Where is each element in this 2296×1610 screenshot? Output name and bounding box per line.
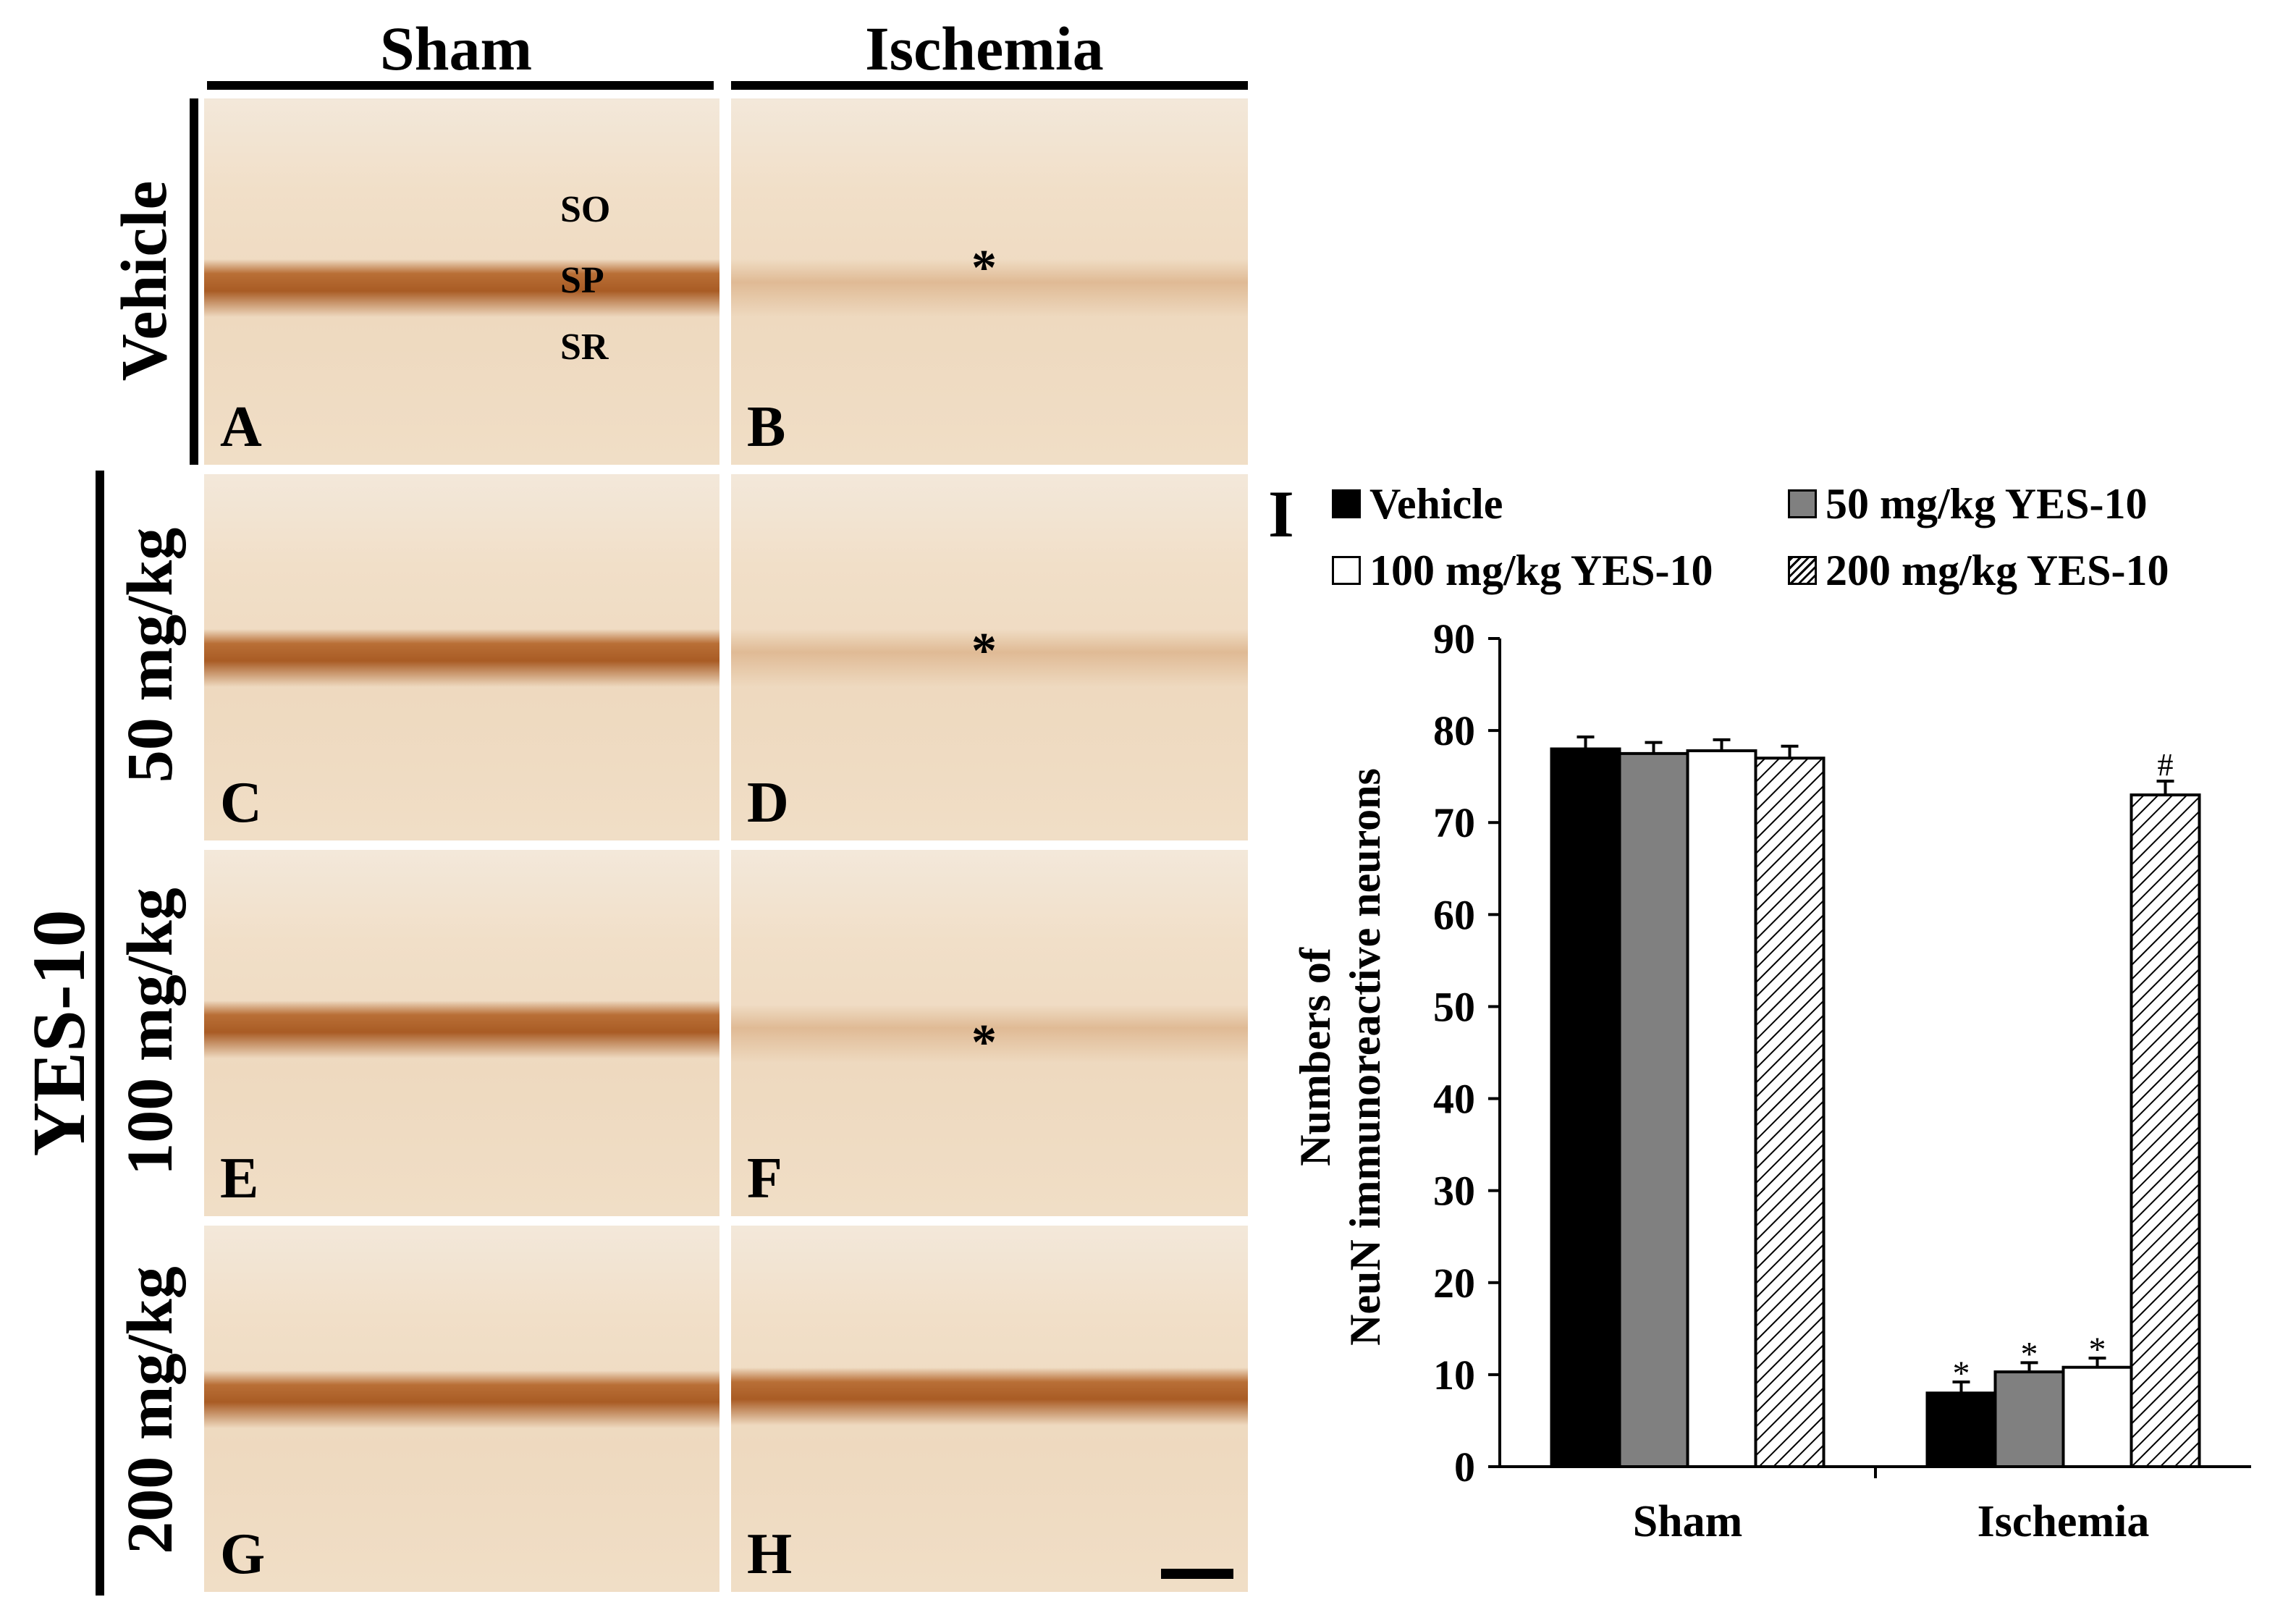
panel-letter-i: I [1268, 477, 1294, 551]
bar [2061, 1365, 2133, 1468]
legend-label-vehicle: Vehicle [1369, 480, 1503, 528]
micrograph-panel-e: E [204, 850, 719, 1216]
pyramidal-layer-band [731, 1367, 1248, 1425]
significance-mark: * [2089, 1331, 2106, 1369]
legend-swatch-100 [1332, 556, 1361, 585]
pyramidal-layer-band [204, 1370, 719, 1428]
x-category-label: Sham [1633, 1497, 1743, 1546]
asterisk-marker: * [971, 1015, 997, 1071]
panel-letter-h: H [747, 1522, 793, 1586]
y-tick-label: 50 [1433, 983, 1475, 1030]
legend-label-100: 100 mg/kg YES-10 [1369, 547, 1713, 594]
vehicle-row-line [190, 98, 198, 465]
significance-mark: * [1953, 1354, 1970, 1393]
y-tick-label: 40 [1433, 1076, 1475, 1123]
bar [1686, 749, 1757, 1468]
micrograph-panel-b: * B [731, 98, 1248, 465]
ischemia-header-line [731, 81, 1248, 90]
micrograph-panel-f: * F [731, 850, 1248, 1216]
micrograph-panel-c: C [204, 474, 719, 840]
pyramidal-layer-band [731, 1005, 1248, 1063]
significance-mark: # [2158, 747, 2174, 783]
bar [1993, 1370, 2065, 1468]
panel-letter-c: C [220, 771, 262, 835]
y-tick-label: 90 [1433, 615, 1475, 662]
significance-mark: * [2021, 1335, 2038, 1373]
pyramidal-layer-band [731, 259, 1248, 317]
column-header-sham: Sham [379, 14, 533, 83]
layer-label-so: SO [560, 189, 611, 230]
y-tick-label: 60 [1433, 891, 1475, 938]
x-category-label: Ischemia [1978, 1497, 2150, 1546]
panel-letter-g: G [220, 1522, 266, 1586]
micrograph-panel-g: G [204, 1226, 719, 1592]
asterisk-marker: * [971, 240, 997, 296]
micrograph-panel-a: SO SP SR A [204, 98, 719, 465]
micrograph-panel-h: H [731, 1226, 1248, 1592]
panel-letter-b: B [747, 395, 786, 459]
legend-swatch-vehicle [1332, 489, 1361, 518]
y-tick-label: 80 [1433, 707, 1475, 754]
panel-letter-e: E [220, 1147, 259, 1210]
y-tick-label: 0 [1454, 1443, 1475, 1491]
y-tick-label: 70 [1433, 799, 1475, 846]
panel-letter-a: A [220, 395, 262, 459]
sham-header-line [207, 81, 714, 90]
scale-bar [1161, 1569, 1233, 1579]
legend-swatch-50 [1788, 489, 1817, 518]
bar [1550, 747, 1621, 1468]
pyramidal-layer-band [731, 629, 1248, 687]
legend-50: 50 mg/kg YES-10 [1788, 482, 2148, 526]
panel-letter-d: D [747, 771, 789, 835]
pyramidal-layer-band [204, 1000, 719, 1058]
bar [1925, 1391, 1997, 1469]
legend-swatch-200 [1788, 556, 1817, 585]
yes10-group-line [96, 471, 104, 1596]
micrograph-panel-d: * D [731, 474, 1248, 840]
bar [2130, 793, 2201, 1468]
layer-label-sp: SP [560, 260, 604, 301]
asterisk-marker: * [971, 623, 997, 679]
bar [1618, 751, 1689, 1468]
panel-letter-f: F [747, 1147, 782, 1210]
legend-label-50: 50 mg/kg YES-10 [1826, 480, 2148, 528]
column-header-ischemia: Ischemia [865, 14, 1104, 83]
pyramidal-layer-band [204, 259, 719, 317]
y-tick-label: 10 [1433, 1352, 1475, 1399]
legend-label-200: 200 mg/kg YES-10 [1826, 547, 2169, 594]
layer-label-sr: SR [560, 326, 609, 368]
y-tick-label: 30 [1433, 1168, 1475, 1215]
legend-vehicle: Vehicle [1332, 482, 1503, 526]
bar [1754, 756, 1826, 1468]
legend-100: 100 mg/kg YES-10 [1332, 549, 1713, 592]
pyramidal-layer-band [204, 629, 719, 687]
legend-200: 200 mg/kg YES-10 [1788, 549, 2169, 592]
y-tick-label: 20 [1433, 1260, 1475, 1307]
